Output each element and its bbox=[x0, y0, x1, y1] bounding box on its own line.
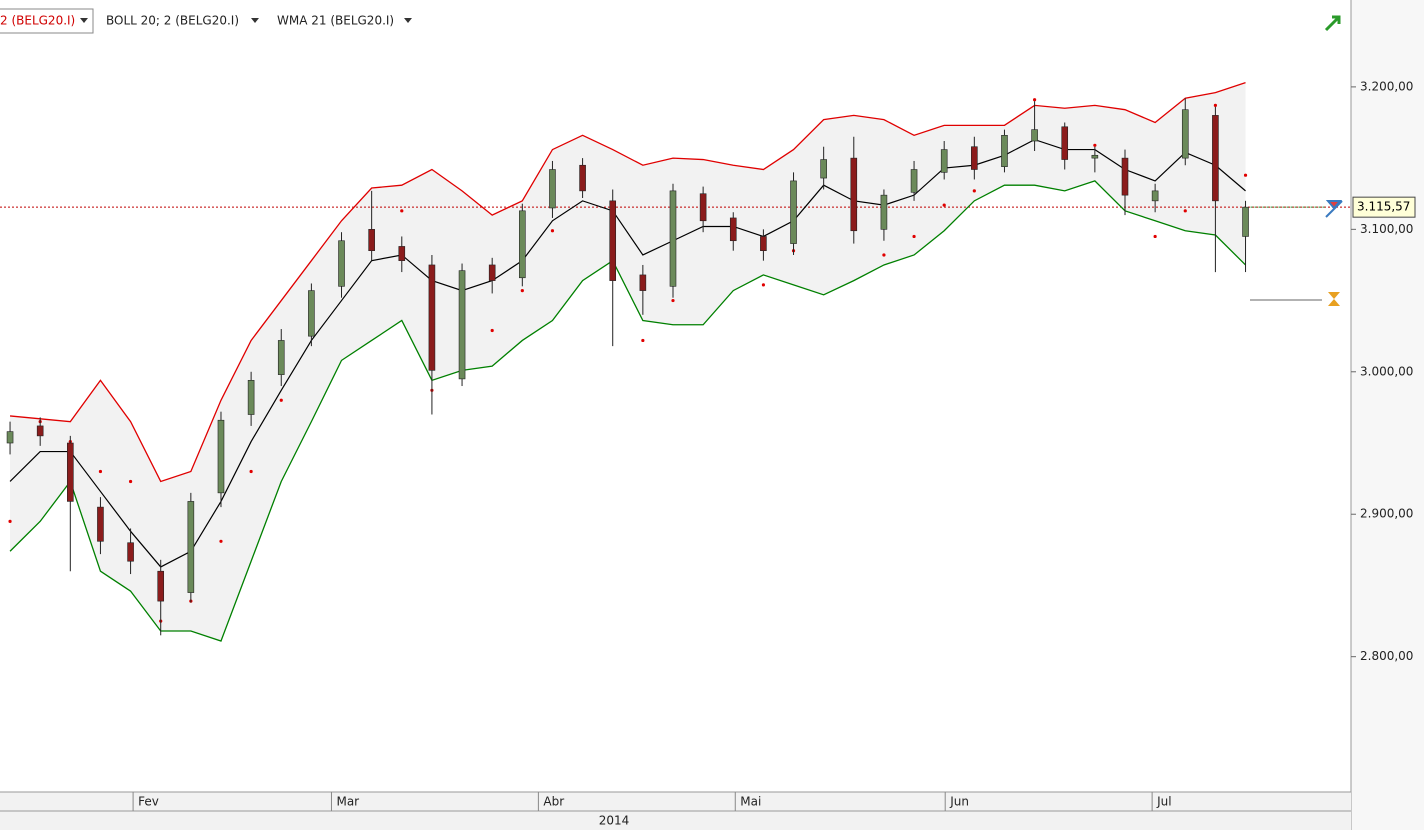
candle-body bbox=[609, 200, 617, 281]
last-price-label: 3.115,57 bbox=[1357, 200, 1410, 214]
legend-entry[interactable]: 2 (BELG20.I) bbox=[0, 14, 75, 28]
sar-dot bbox=[249, 469, 253, 474]
candle-body bbox=[36, 425, 44, 437]
last-price-box bbox=[1352, 196, 1416, 218]
candle-body bbox=[458, 270, 466, 380]
candle-body bbox=[368, 229, 375, 252]
price-icon[interactable] bbox=[1325, 200, 1343, 218]
candle-body bbox=[6, 431, 14, 444]
candle-body bbox=[398, 246, 406, 261]
x-tick-label: Jun bbox=[949, 795, 969, 809]
candle-body bbox=[971, 146, 978, 170]
candle-body bbox=[1001, 135, 1008, 167]
sar-dot bbox=[520, 288, 524, 293]
bollinger-band bbox=[9, 180, 1246, 642]
sar-dot bbox=[1032, 98, 1037, 102]
candle-body bbox=[67, 442, 74, 502]
sar-dot bbox=[1153, 234, 1157, 239]
candle-body bbox=[639, 274, 647, 291]
sar-dot bbox=[1183, 209, 1187, 213]
x-tick-label: Mai bbox=[740, 795, 761, 809]
candle-body bbox=[1212, 115, 1219, 202]
legend-box[interactable] bbox=[0, 8, 94, 34]
candle-body bbox=[1151, 190, 1159, 202]
y-tick-label: 2.800,00 bbox=[1360, 649, 1413, 663]
sar-dot bbox=[882, 253, 886, 257]
sar-dot bbox=[1213, 103, 1217, 108]
sar-dot bbox=[400, 209, 404, 213]
sar-dot bbox=[490, 328, 494, 333]
candle-body bbox=[790, 180, 797, 244]
candle-body bbox=[549, 169, 556, 209]
sar-dot bbox=[942, 203, 946, 207]
trend-icon[interactable] bbox=[1324, 15, 1341, 32]
dropdown-arrow[interactable] bbox=[80, 18, 88, 23]
candle-body bbox=[217, 419, 225, 494]
sar-dot bbox=[98, 469, 103, 474]
candle-body bbox=[277, 340, 285, 375]
candle-body bbox=[428, 264, 436, 371]
candle-body bbox=[338, 240, 345, 287]
candle-body bbox=[729, 217, 737, 242]
candle-body bbox=[157, 570, 165, 602]
candle-body bbox=[1091, 154, 1099, 159]
year-label: 2014 bbox=[599, 814, 630, 828]
sar-dot bbox=[1093, 143, 1097, 147]
y-tick-label: 2.900,00 bbox=[1360, 507, 1413, 521]
sar-dot bbox=[128, 479, 133, 484]
sar-dot bbox=[550, 229, 555, 233]
sar-dot bbox=[761, 283, 765, 287]
x-tick-label: Fev bbox=[138, 795, 159, 809]
candle-body bbox=[1061, 126, 1069, 160]
x-tick-label: Mar bbox=[336, 795, 359, 809]
candle-body bbox=[910, 169, 918, 193]
candle-body bbox=[699, 193, 707, 222]
sar-dot bbox=[1243, 173, 1248, 177]
wma-line bbox=[9, 138, 1246, 568]
candle-body bbox=[1121, 157, 1129, 196]
plot-area bbox=[0, 82, 1351, 642]
candle-body bbox=[97, 506, 104, 542]
legend-entry[interactable]: WMA 21 (BELG20.I) bbox=[277, 14, 394, 28]
candle-body bbox=[488, 264, 496, 281]
candle-body bbox=[850, 157, 858, 232]
candle-body bbox=[187, 501, 195, 593]
sar-dot bbox=[972, 189, 976, 193]
candle-body bbox=[880, 194, 888, 230]
y-axis-area bbox=[1351, 0, 1424, 830]
candle-body bbox=[1031, 129, 1038, 142]
candle-body bbox=[940, 149, 948, 173]
dropdown-arrow[interactable] bbox=[251, 18, 259, 23]
candle-body bbox=[308, 290, 315, 337]
bollinger-band bbox=[9, 82, 1246, 483]
sar-dot bbox=[641, 338, 645, 343]
candle-body bbox=[127, 542, 134, 562]
candle-body bbox=[579, 164, 586, 192]
sar-dot bbox=[8, 519, 12, 523]
candle-body bbox=[247, 380, 255, 415]
y-tick-label: 3.200,00 bbox=[1360, 79, 1413, 93]
x-tick-label: Jul bbox=[1156, 795, 1171, 809]
candle-body bbox=[820, 159, 827, 179]
candle-body bbox=[669, 190, 677, 287]
sar-dot bbox=[219, 539, 223, 543]
sar-dot bbox=[279, 398, 283, 402]
dropdown-arrow[interactable] bbox=[404, 18, 412, 23]
y-tick-label: 3.100,00 bbox=[1360, 222, 1413, 236]
candle-body bbox=[1242, 206, 1249, 237]
candle-body bbox=[1181, 109, 1189, 159]
candle-body bbox=[519, 210, 526, 279]
legend-entry[interactable]: BOLL 20; 2 (BELG20.I) bbox=[106, 14, 239, 28]
alarm-icon[interactable] bbox=[1328, 292, 1340, 306]
sar-dot bbox=[912, 234, 916, 239]
band-fill bbox=[10, 82, 1246, 642]
candle-body bbox=[760, 236, 767, 252]
y-tick-label: 3.000,00 bbox=[1360, 364, 1413, 378]
sar-dot bbox=[671, 298, 675, 303]
x-tick-label: Abr bbox=[543, 795, 564, 809]
